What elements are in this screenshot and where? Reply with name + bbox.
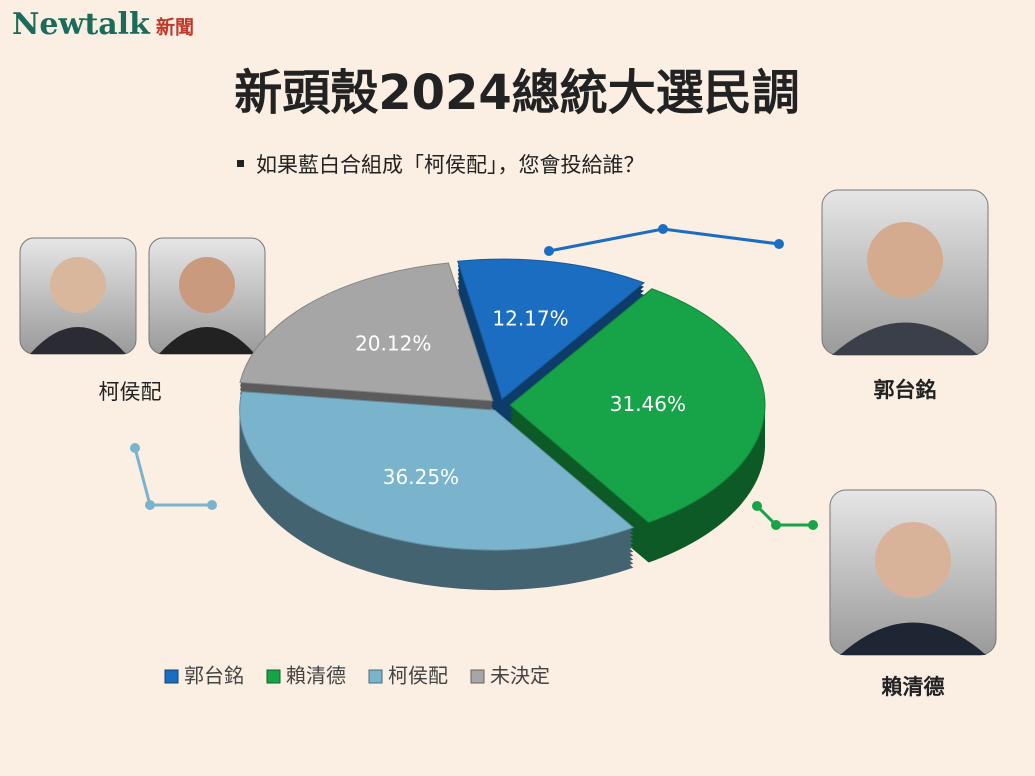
slice [239,391,635,551]
chart-title: 新頭殼2024總統大選民調 [234,65,800,121]
slice [457,258,645,400]
legend-label: 柯侯配 [388,664,448,688]
logo-suffix: 新聞 [156,16,194,39]
legend-label: 未決定 [490,664,550,688]
bullet [237,160,244,167]
slice [509,288,766,524]
annotation: 賴清德 [882,675,945,699]
annotation: 柯侯配 [99,380,162,404]
slice [239,262,494,402]
logo: Newtalk [12,7,151,42]
legend-swatch [266,669,281,684]
data-label: 12.17% [492,307,568,331]
connectors [130,224,818,530]
chart-subtitle: 如果藍白合組成「柯侯配」，您會投給誰？ [256,153,645,177]
legend-swatch [164,669,179,684]
legend-label: 郭台銘 [184,664,244,688]
photos [19,189,997,656]
pie: 12.17% 31.46% 36.25% 20.12% [239,258,766,591]
legend: 郭台銘 賴清德 柯侯配 未決定 [164,664,550,688]
legend-swatch [470,669,485,684]
data-label: 36.25% [383,465,459,489]
data-label: 20.12% [355,331,431,355]
data-label: 31.46% [610,392,686,416]
annotation: 郭台銘 [874,378,937,402]
legend-label: 賴清德 [286,664,346,688]
legend-swatch [368,669,383,684]
